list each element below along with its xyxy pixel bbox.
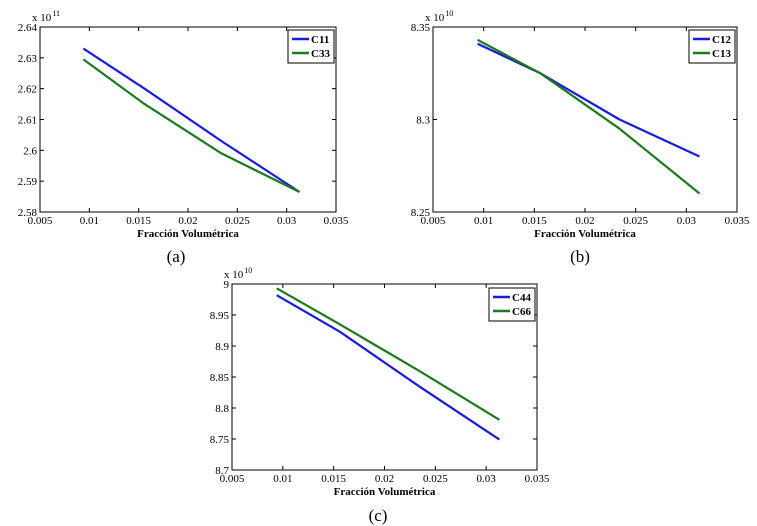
x-tick-label: 0.005 <box>220 473 245 485</box>
panel-caption: (a) <box>167 247 186 266</box>
legend-label-c66: C66 <box>512 306 531 318</box>
legend-box <box>488 287 536 322</box>
y-tick-label: 2.59 <box>18 176 38 188</box>
y-tick-label: 8.95 <box>210 310 230 322</box>
legend-box <box>287 29 335 64</box>
y-tick-label: 8.25 <box>411 207 431 219</box>
y-tick-label: 2.6 <box>23 145 37 157</box>
x-tick-label: 0.015 <box>321 473 346 485</box>
scale-exponent: 11 <box>52 9 60 18</box>
series-line-c11 <box>82 47 301 193</box>
y-tick-label: 8.8 <box>215 403 229 415</box>
x-tick-label: 0.03 <box>677 215 697 227</box>
y-tick-label: 2.64 <box>18 22 38 34</box>
x-tick-label: 0.02 <box>375 473 394 485</box>
x-tick-label: 0.01 <box>80 215 99 227</box>
panel-caption: (b) <box>570 247 590 266</box>
y-tick-label: 2.58 <box>18 207 38 219</box>
chart-panel-a: 0.005 0.01 0.015 0.02 0.025 0.03 0.035 2.58 2.59… <box>18 9 349 266</box>
legend-label-c12: C12 <box>712 34 731 46</box>
plot-frame <box>432 26 738 213</box>
x-tick-label: 0.01 <box>474 215 493 227</box>
x-tick-label: 0.03 <box>477 473 497 485</box>
x-tick-label: 0.025 <box>623 215 648 227</box>
y-tick-label: 8.35 <box>411 22 431 34</box>
x-tick-label: 0.005 <box>28 215 53 227</box>
x-axis-label: Fracción Volumétrica <box>534 228 636 240</box>
series-line-c44 <box>276 294 501 441</box>
y-tick-label: 9 <box>224 279 230 291</box>
scale-multiplier: x 1010 <box>224 266 252 281</box>
x-tick-label: 0.035 <box>525 473 550 485</box>
y-tick-label: 2.62 <box>18 84 37 96</box>
x-tick-label: 0.015 <box>522 215 547 227</box>
y-tick-label: 8.75 <box>210 434 230 446</box>
panel-caption: (c) <box>369 506 388 525</box>
chart-panel-c: 0.005 0.01 0.015 0.02 0.025 0.03 0.035 8.7 8.75 8… <box>210 266 550 525</box>
scale-multiplier: x 1011 <box>32 9 60 24</box>
x-tick-label: 0.02 <box>178 215 197 227</box>
x-tick-label: 0.015 <box>126 215 151 227</box>
scale-base: x 10 <box>425 12 445 24</box>
legend-label-c44: C44 <box>512 292 531 304</box>
scale-base: x 10 <box>224 269 244 281</box>
legend-box <box>688 29 736 64</box>
legend-label-c33: C33 <box>311 48 330 60</box>
y-tick-label: 8.7 <box>215 465 229 477</box>
chart-panel-b: 0.005 0.01 0.015 0.02 0.025 0.03 0.035 8.25 8.3 8… <box>411 9 750 266</box>
y-tick-label: 2.63 <box>18 53 38 65</box>
x-tick-label: 0.035 <box>324 215 349 227</box>
series-line-c66 <box>276 287 500 421</box>
scale-exponent: 10 <box>244 266 252 275</box>
legend-label-c11: C11 <box>311 34 329 46</box>
x-axis-label: Fracción Volumétrica <box>137 228 239 240</box>
y-tick-label: 8.85 <box>210 372 230 384</box>
x-tick-label: 0.005 <box>421 215 446 227</box>
x-tick-label: 0.025 <box>423 473 448 485</box>
y-tick-label: 8.3 <box>416 115 430 127</box>
y-tick-label: 2.61 <box>18 115 37 127</box>
series-line-c12 <box>477 42 700 158</box>
x-tick-label: 0.02 <box>575 215 594 227</box>
y-tick-label: 8.9 <box>215 341 229 353</box>
x-tick-label: 0.025 <box>225 215 250 227</box>
series-line-c13 <box>477 38 701 195</box>
x-tick-label: 0.03 <box>277 215 297 227</box>
scale-exponent: 10 <box>445 9 453 18</box>
x-tick-label: 0.035 <box>725 215 750 227</box>
scale-base: x 10 <box>32 12 52 24</box>
legend-label-c13: C13 <box>712 48 731 60</box>
x-tick-label: 0.01 <box>273 473 292 485</box>
scale-multiplier: x 1010 <box>425 9 453 24</box>
series-line-c33 <box>82 58 300 193</box>
x-axis-label: Fracción Volumétrica <box>334 486 436 498</box>
